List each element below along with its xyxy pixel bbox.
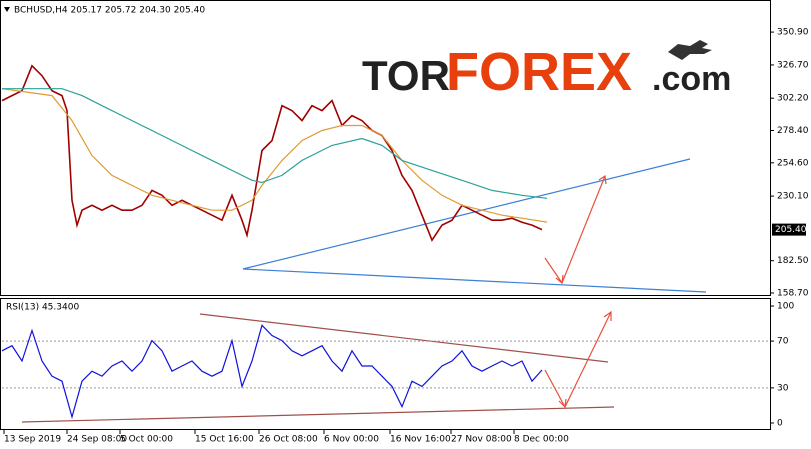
x-tick-label: 16 Nov 16:00 [390,435,451,445]
watermark-forex: FOREX [446,42,632,102]
y-tick-label: 30 [777,383,789,393]
y-tick-label: 326.70 [777,60,809,70]
x-tick-label: 13 Sep 2019 [4,435,61,445]
price-header: BCHUSD,H4 205.17 205.72 204.30 205.40 [14,6,205,16]
y-tick-label: 70 [777,337,789,347]
series-line [1,64,543,242]
rsi-frame [0,298,771,430]
trend-line [199,313,609,363]
rsi-header: RSI(13) 45.3400 [6,303,79,313]
y-tick-label: 100 [777,302,794,312]
annotations [21,158,707,423]
y-tick-label: 278.40 [777,126,809,136]
menu-triangle [4,7,10,12]
x-tick-label: 24 Sep 08:00 [67,435,127,445]
y-tick-label: 302.20 [777,94,809,104]
x-tick-label: 5 Oct 00:00 [120,435,173,445]
y-tick-label: 182.50 [777,256,809,266]
series-line [1,88,548,223]
y-tick-label: 350.90 [777,28,809,38]
x-tick-label: 27 Nov 08:00 [451,435,512,445]
x-tick-label: 8 Dec 00:00 [514,435,569,445]
current-price-label: 205.40 [775,225,807,235]
current-price-box [772,223,806,236]
y-tick-label: 230.10 [777,192,809,202]
series-line [1,324,543,420]
watermark-com: .com [652,60,731,98]
y-tick-label: 254.60 [777,158,809,168]
x-tick-label: 15 Oct 16:00 [195,435,254,445]
watermark-bull [668,40,712,60]
trend-line [242,268,707,293]
arrow-head [555,174,607,285]
watermark-tor: TOR [362,52,450,99]
trend-line [242,158,691,270]
arrow-head [558,310,612,409]
y-tick-label: 0 [777,418,783,428]
series-line [2,88,548,199]
y-tick-label: 158.70 [777,289,809,299]
x-tick-label: 26 Oct 08:00 [259,435,318,445]
x-tick-label: 6 Nov 00:00 [324,435,379,445]
trend-line [21,406,615,423]
price-frame [0,0,771,296]
